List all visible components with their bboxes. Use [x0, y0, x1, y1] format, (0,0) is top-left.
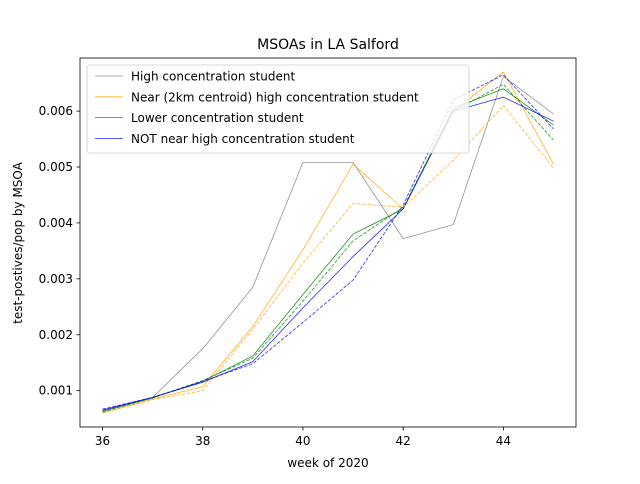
series-line-6	[102, 74, 554, 410]
y-tick-label: 0.005	[39, 160, 73, 174]
x-tick-label: 44	[496, 434, 511, 448]
plot-area	[102, 71, 554, 414]
y-tick-label: 0.006	[39, 104, 73, 118]
legend-label: NOT near high concentration student	[131, 132, 355, 146]
y-tick-label: 0.002	[39, 328, 73, 342]
x-tick-label: 42	[396, 434, 411, 448]
axes: 36 38 40 42 44 0.001 0.002 0.003 0.004 0.005 0.006	[39, 57, 577, 448]
legend-box	[86, 64, 470, 154]
chart-title: MSOAs in LA Salford	[257, 37, 399, 53]
y-tick-label: 0.001	[39, 384, 73, 398]
x-tick-label: 40	[295, 434, 310, 448]
x-tick-label: 36	[95, 434, 110, 448]
series-line-0	[102, 76, 554, 411]
axes-frame	[79, 57, 577, 428]
series-line-4	[102, 105, 554, 414]
y-tick-label: 0.004	[39, 216, 73, 230]
series-line-3	[102, 96, 554, 411]
y-tick-label: 0.003	[39, 272, 73, 286]
legend-label: Near (2km centroid) high concentration s…	[131, 90, 419, 104]
legend-label: High concentration student	[131, 70, 295, 84]
y-axis-title: test-postives/pop by MSOA	[11, 161, 25, 324]
x-tick-label: 38	[195, 434, 210, 448]
legend-label: Lower concentration student	[131, 111, 304, 125]
series-line-1	[102, 71, 554, 414]
x-axis-title: week of 2020	[287, 456, 368, 470]
legend: High concentration student Near (2km cent…	[86, 64, 470, 154]
